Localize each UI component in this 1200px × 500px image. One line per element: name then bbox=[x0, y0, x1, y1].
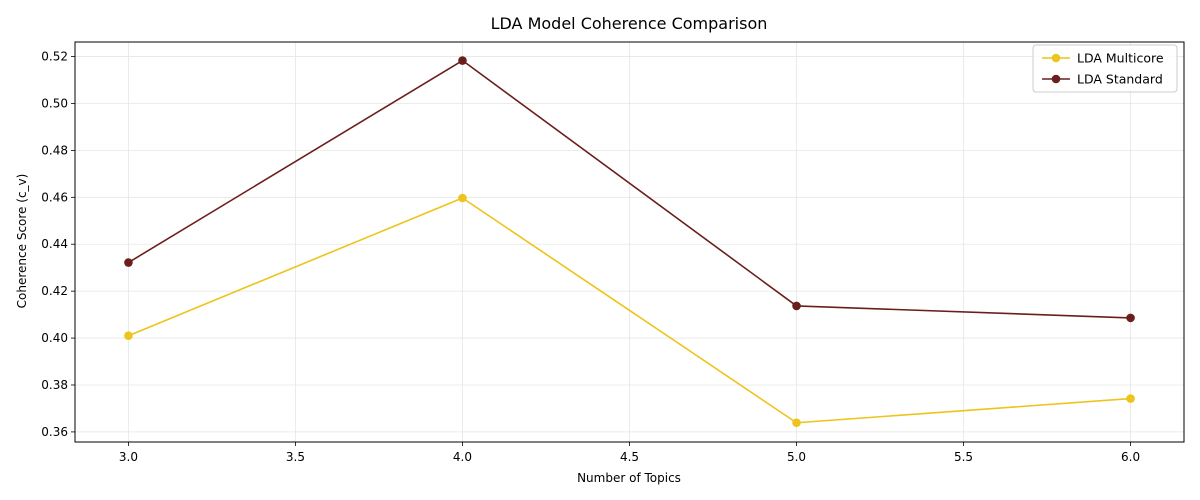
data-point bbox=[792, 301, 801, 311]
series-1 bbox=[124, 193, 1135, 428]
series-layer bbox=[124, 56, 1135, 428]
data-point bbox=[458, 56, 467, 65]
y-tick-label: 0.42 bbox=[41, 284, 68, 298]
x-tick-label: 3.0 bbox=[119, 450, 138, 464]
data-point bbox=[124, 258, 133, 267]
y-tick-label: 0.46 bbox=[41, 190, 68, 204]
legend-item: LDA Multicore bbox=[1042, 51, 1164, 66]
legend-box bbox=[1032, 44, 1178, 93]
data-point bbox=[458, 193, 467, 203]
x-tick-label: 4.5 bbox=[620, 450, 639, 464]
data-point bbox=[124, 331, 133, 341]
y-tick-label: 0.48 bbox=[41, 143, 68, 157]
data-point bbox=[1126, 313, 1135, 323]
legend-item: LDA Standard bbox=[1042, 72, 1163, 87]
x-tick-label: 6.0 bbox=[1121, 450, 1140, 464]
x-tick-label: 5.0 bbox=[787, 450, 806, 464]
x-tick-label: 3.5 bbox=[286, 450, 305, 464]
y-tick-label: 0.40 bbox=[41, 331, 68, 345]
y-tick-label: 0.50 bbox=[41, 96, 68, 110]
chart-title: LDA Model Coherence Comparison bbox=[491, 14, 768, 33]
legend-marker bbox=[1051, 74, 1061, 84]
x-tick-label: 5.5 bbox=[954, 450, 973, 464]
series-2 bbox=[124, 56, 1135, 323]
x-tick-label: 4.0 bbox=[453, 450, 472, 464]
legend-label: LDA Multicore bbox=[1077, 51, 1164, 66]
data-point bbox=[792, 418, 801, 428]
series-line bbox=[128, 59, 1131, 319]
y-tick-label: 0.44 bbox=[41, 237, 68, 251]
y-tick-label: 0.52 bbox=[41, 50, 68, 64]
legend-label: LDA Standard bbox=[1077, 72, 1163, 87]
x-axis-label: Number of Topics bbox=[577, 471, 681, 485]
legend: LDA Multicore LDA Standard bbox=[1032, 44, 1178, 93]
y-tick-label: 0.38 bbox=[41, 378, 68, 392]
legend-marker bbox=[1051, 53, 1061, 63]
axis-ticks: 3.0 3.5 4.0 4.5 5.0 5.5 6.0 0.36 0.38 0.40 0.42 0.4… bbox=[41, 50, 1140, 464]
grid bbox=[75, 42, 1184, 442]
y-axis-label: Coherence Score (c_v) bbox=[15, 174, 29, 309]
y-tick-label: 0.36 bbox=[41, 425, 68, 439]
data-point bbox=[1126, 394, 1135, 403]
series-line bbox=[128, 197, 1131, 424]
